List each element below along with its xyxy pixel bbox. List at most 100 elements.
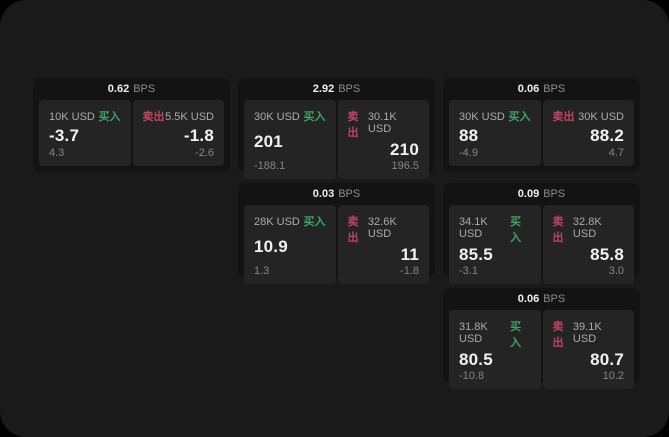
quotes-grid: 0.62 BPS 10K USD 买入 -3.7 4.3 卖出 5.5K USD…: [33, 78, 640, 389]
buy-delta: -188.1: [254, 160, 286, 172]
bps-value: 0.03: [312, 188, 335, 200]
sell-panel[interactable]: 卖出 30K USD 88.2 4.7: [542, 100, 634, 166]
buy-panel-header: 28K USD 买入: [254, 213, 326, 229]
sell-delta: -2.6: [195, 147, 214, 159]
sell-price: 210: [390, 140, 419, 159]
buy-sell-panels: 10K USD 买入 -3.7 4.3 卖出 5.5K USD -1.8 -2.…: [39, 100, 224, 166]
bps-unit-label: BPS: [338, 83, 361, 95]
buy-price: 80.5: [459, 350, 493, 369]
quote-card: 0.62 BPS 10K USD 买入 -3.7 4.3 卖出 5.5K USD…: [33, 78, 230, 172]
buy-price: 201: [254, 132, 283, 151]
sell-panel-header: 卖出 39.1K USD: [553, 318, 625, 350]
quote-card: 0.09 BPS 34.1K USD 买入 85.5 -3.1 卖出 32.8K…: [443, 183, 640, 284]
sell-side-label: 卖出: [347, 216, 359, 244]
buy-delta: -10.8: [459, 370, 485, 382]
bps-header: 0.06 BPS: [449, 288, 634, 310]
buy-sell-panels: 28K USD 买入 10.9 1.3 卖出 32.6K USD 11 -1.8: [244, 205, 429, 284]
buy-size-label: 30K USD: [254, 111, 300, 123]
sell-size-label: 30K USD: [578, 111, 624, 123]
buy-panel-header: 31.8K USD 买入: [459, 318, 531, 350]
buy-delta: 4.3: [49, 147, 65, 159]
bps-value: 0.06: [517, 293, 540, 305]
buy-panel-header: 10K USD 买入: [49, 108, 121, 124]
sell-size-label: 32.8K USD: [572, 216, 602, 240]
bps-unit-label: BPS: [543, 83, 566, 95]
buy-delta: -4.9: [459, 147, 478, 159]
quote-card: 0.06 BPS 31.8K USD 买入 80.5 -10.8 卖出 39.1…: [443, 288, 640, 389]
sell-panel-header: 卖出 5.5K USD: [143, 108, 215, 124]
buy-panel-header: 30K USD 买入: [459, 108, 531, 124]
buy-panel[interactable]: 28K USD 买入 10.9 1.3: [244, 205, 336, 284]
sell-size-label: 30.1K USD: [367, 111, 397, 135]
sell-panel[interactable]: 卖出 32.8K USD 85.8 3.0: [542, 205, 634, 284]
sell-side-label: 卖出: [347, 111, 359, 139]
sell-panel[interactable]: 卖出 39.1K USD 80.7 10.2: [542, 310, 634, 389]
bps-header: 0.09 BPS: [449, 183, 634, 205]
sell-price: 11: [400, 245, 419, 264]
buy-panel[interactable]: 10K USD 买入 -3.7 4.3: [39, 100, 131, 166]
sell-delta: -1.8: [400, 265, 419, 277]
buy-side-label: 买入: [508, 111, 531, 123]
buy-size-label: 34.1K USD: [459, 216, 488, 240]
sell-side-label: 卖出: [552, 321, 564, 349]
sell-size-label: 39.1K USD: [572, 321, 602, 345]
bps-value: 0.06: [517, 83, 540, 95]
buy-panel-header: 34.1K USD 买入: [459, 213, 531, 245]
bps-header: 0.06 BPS: [449, 78, 634, 100]
buy-panel[interactable]: 34.1K USD 买入 85.5 -3.1: [449, 205, 541, 284]
buy-side-label: 买入: [303, 111, 326, 123]
bps-value: 0.62: [107, 83, 130, 95]
bps-unit-label: BPS: [543, 293, 566, 305]
buy-delta: 1.3: [254, 265, 270, 277]
sell-panel-header: 卖出 30K USD: [553, 108, 625, 124]
buy-price: 88: [459, 125, 479, 145]
sell-side-label: 卖出: [552, 216, 564, 244]
buy-size-label: 30K USD: [459, 111, 505, 123]
sell-delta: 196.5: [391, 160, 419, 172]
buy-price: -3.7: [49, 125, 80, 145]
sell-side-label: 卖出: [552, 111, 575, 123]
sell-size-label: 5.5K USD: [165, 111, 214, 123]
bps-unit-label: BPS: [338, 188, 361, 200]
buy-panel[interactable]: 30K USD 买入 201 -188.1: [244, 100, 336, 179]
buy-sell-panels: 34.1K USD 买入 85.5 -3.1 卖出 32.8K USD 85.8…: [449, 205, 634, 284]
bps-value: 0.09: [517, 188, 540, 200]
quote-card: 2.92 BPS 30K USD 买入 201 -188.1 卖出 30.1K …: [238, 78, 435, 179]
buy-price: 85.5: [459, 245, 493, 264]
buy-size-label: 10K USD: [49, 111, 95, 123]
sell-panel[interactable]: 卖出 32.6K USD 11 -1.8: [337, 205, 429, 284]
buy-side-label: 买入: [510, 216, 522, 244]
sell-delta: 10.2: [602, 370, 624, 382]
buy-side-label: 买入: [98, 111, 121, 123]
quote-card: 0.03 BPS 28K USD 买入 10.9 1.3 卖出 32.6K US…: [238, 183, 435, 284]
sell-panel-header: 卖出 32.8K USD: [553, 213, 625, 245]
bps-unit-label: BPS: [543, 188, 566, 200]
sell-side-label: 卖出: [142, 111, 165, 123]
sell-price: 80.7: [590, 350, 624, 369]
sell-price: 85.8: [590, 245, 624, 264]
buy-sell-panels: 31.8K USD 买入 80.5 -10.8 卖出 39.1K USD 80.…: [449, 310, 634, 389]
bps-unit-label: BPS: [133, 83, 156, 95]
sell-panel[interactable]: 卖出 30.1K USD 210 196.5: [337, 100, 429, 179]
sell-price: 88.2: [590, 125, 624, 145]
bps-header: 2.92 BPS: [244, 78, 429, 100]
sell-panel-header: 卖出 32.6K USD: [348, 213, 420, 245]
sell-panel-header: 卖出 30.1K USD: [348, 108, 420, 140]
sell-panel[interactable]: 卖出 5.5K USD -1.8 -2.6: [132, 100, 224, 166]
buy-side-label: 买入: [303, 216, 326, 228]
sell-price: -1.8: [183, 125, 214, 145]
buy-panel[interactable]: 31.8K USD 买入 80.5 -10.8: [449, 310, 541, 389]
sell-size-label: 32.6K USD: [367, 216, 397, 240]
buy-panel[interactable]: 30K USD 买入 88 -4.9: [449, 100, 541, 166]
buy-price: 10.9: [254, 237, 288, 256]
bps-header: 0.62 BPS: [39, 78, 224, 100]
buy-panel-header: 30K USD 买入: [254, 108, 326, 124]
buy-size-label: 28K USD: [254, 216, 300, 228]
buy-size-label: 31.8K USD: [459, 321, 488, 345]
bps-value: 2.92: [312, 83, 335, 95]
buy-sell-panels: 30K USD 买入 88 -4.9 卖出 30K USD 88.2 4.7: [449, 100, 634, 166]
buy-side-label: 买入: [510, 321, 522, 349]
buy-sell-panels: 30K USD 买入 201 -188.1 卖出 30.1K USD 210 1…: [244, 100, 429, 179]
sell-delta: 3.0: [608, 265, 624, 277]
